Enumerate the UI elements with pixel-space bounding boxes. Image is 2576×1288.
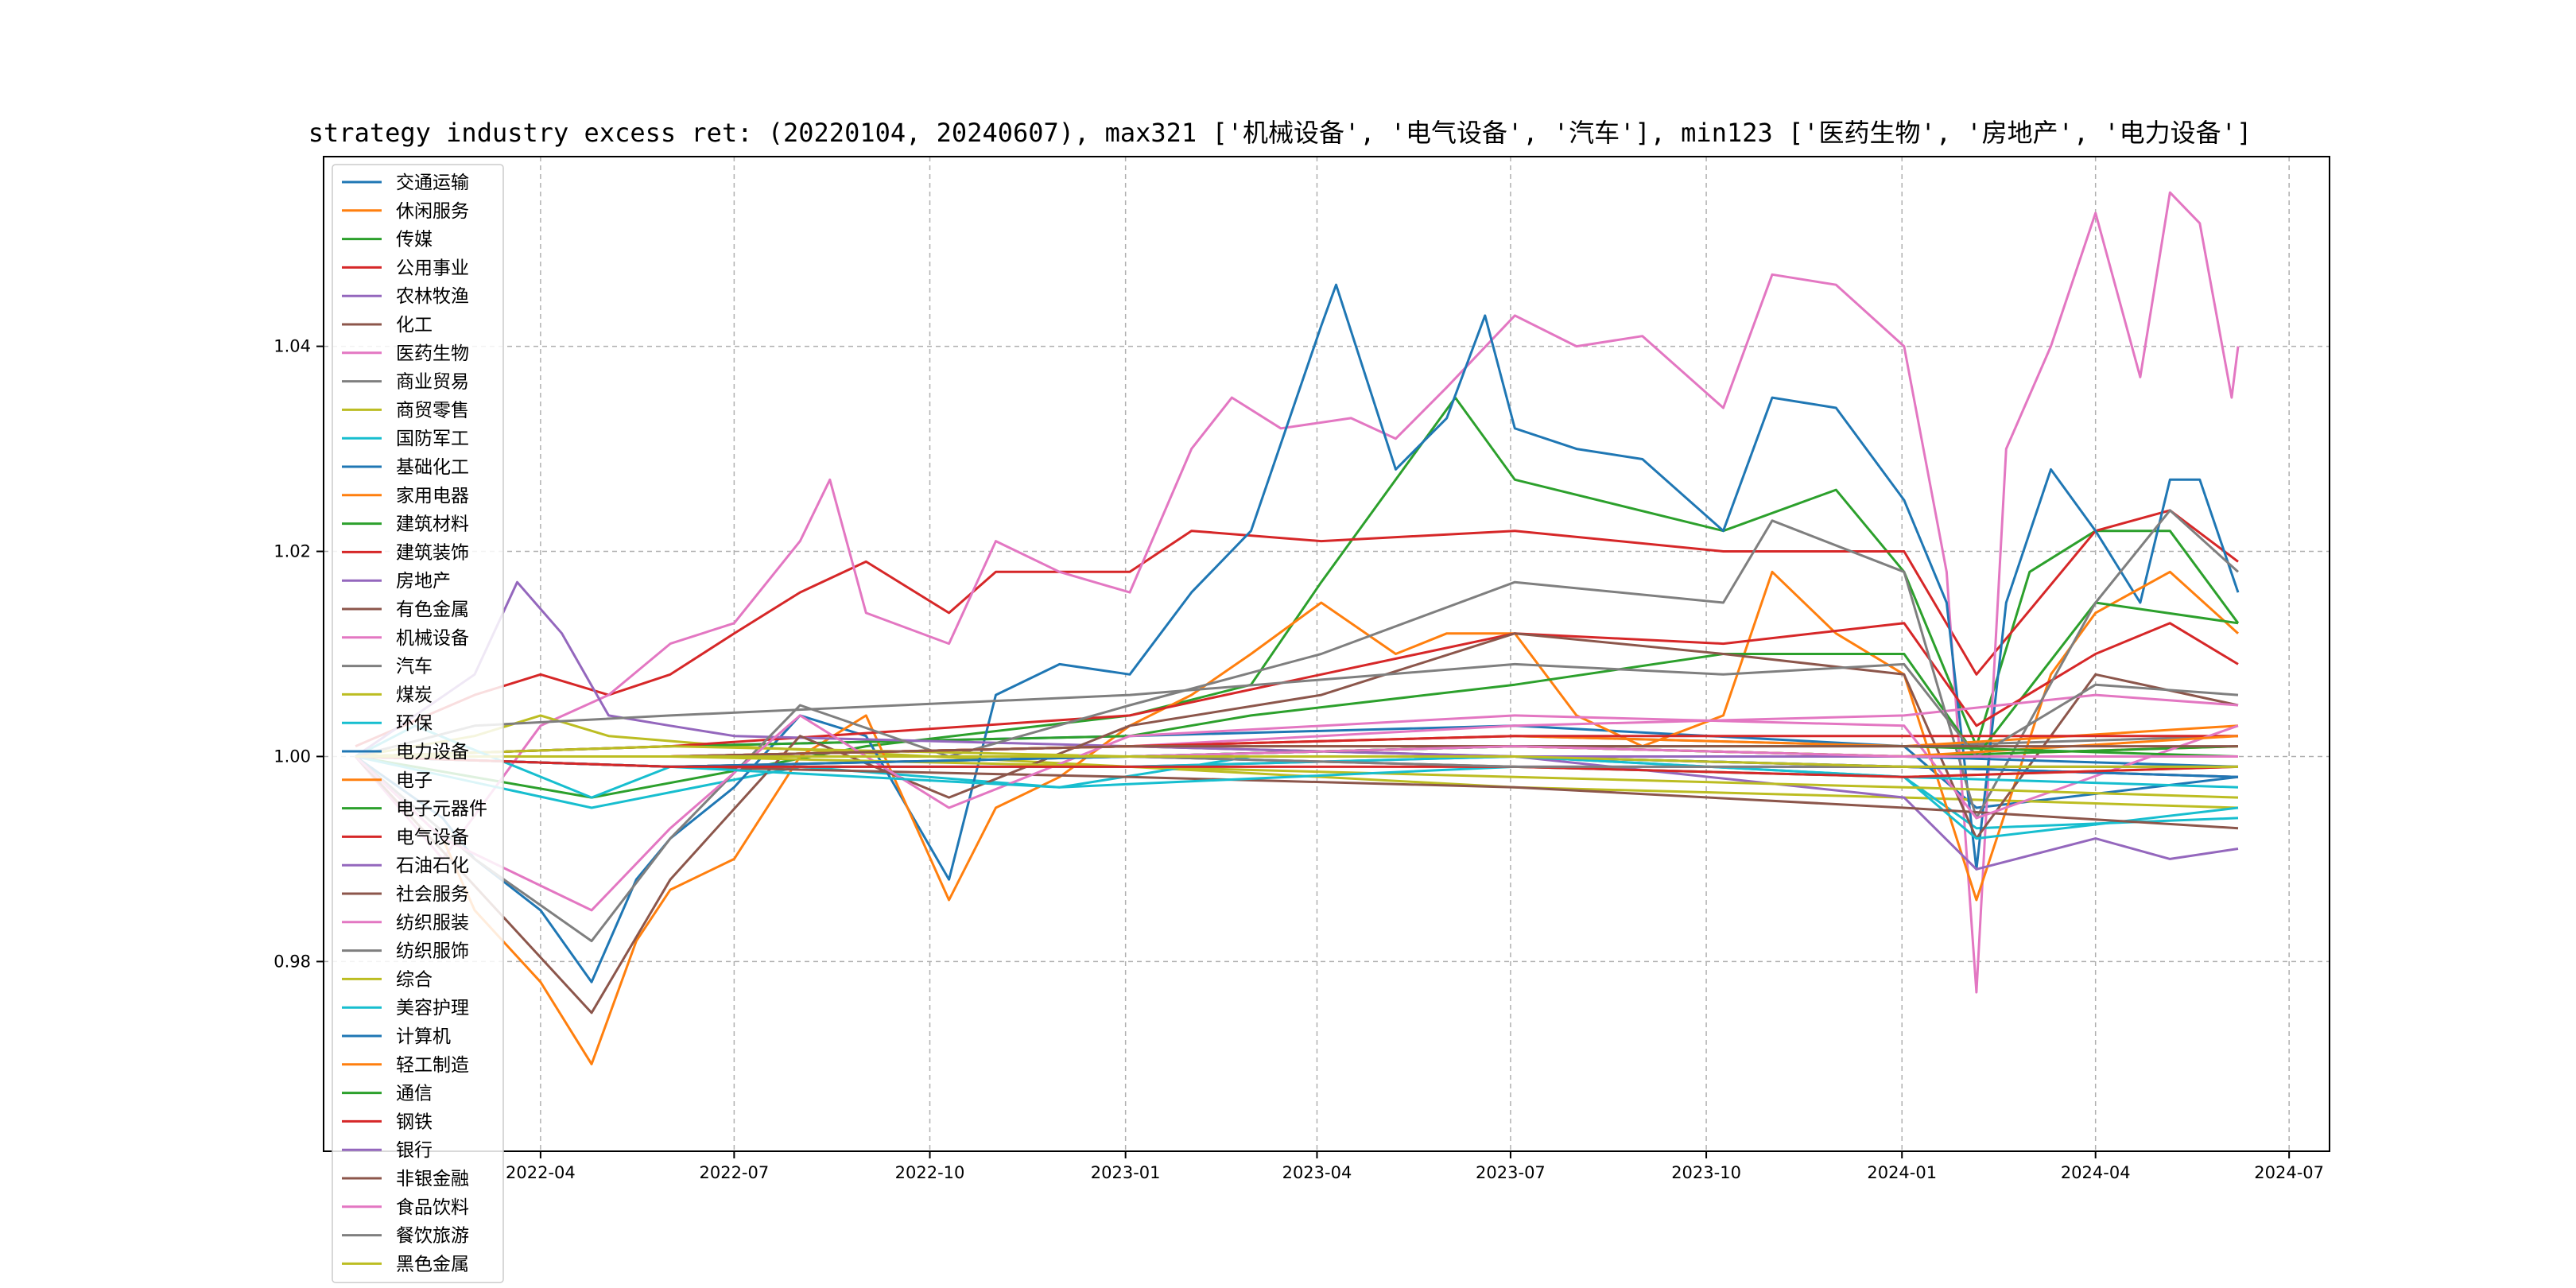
legend-label: 建筑材料 bbox=[396, 514, 469, 535]
x-tick-label: 2022-04 bbox=[506, 1163, 576, 1182]
legend-label: 有色金属 bbox=[396, 599, 469, 620]
chart-title: strategy industry excess ret: (20220104,… bbox=[308, 118, 2252, 148]
legend-label: 商业贸易 bbox=[396, 372, 469, 393]
x-tick-label: 2023-10 bbox=[1671, 1163, 1741, 1182]
series-line-13 bbox=[355, 622, 2239, 758]
x-tick-label: 2022-07 bbox=[699, 1163, 769, 1182]
grid-lines bbox=[324, 157, 2330, 1151]
legend-label: 电子 bbox=[396, 770, 433, 791]
y-tick-label: 1.00 bbox=[274, 747, 311, 766]
plot-frame bbox=[323, 156, 2330, 1152]
legend-label: 轻工制造 bbox=[396, 1055, 469, 1076]
y-tick-label: 0.98 bbox=[274, 952, 311, 971]
y-tick-label: 1.02 bbox=[274, 542, 311, 561]
legend-label: 黑色金属 bbox=[396, 1254, 469, 1274]
legend-label: 电力设备 bbox=[396, 742, 469, 762]
legend: 交通运输休闲服务传媒公用事业农林牧渔化工医药生物商业贸易商贸零售国防军工基础化工… bbox=[332, 164, 504, 1283]
series-line-2 bbox=[355, 396, 2240, 799]
x-tick-label: 2023-07 bbox=[1476, 1163, 1546, 1182]
legend-label: 国防军工 bbox=[396, 429, 469, 449]
y-axis: 0.98 1.00 1.02 1.04 bbox=[274, 337, 324, 971]
x-tick-label: 2022-10 bbox=[895, 1163, 965, 1182]
legend-label: 化工 bbox=[396, 315, 433, 336]
x-tick-label: 2024-01 bbox=[1867, 1163, 1937, 1182]
legend-label: 电气设备 bbox=[396, 827, 469, 848]
legend-label: 美容护理 bbox=[396, 998, 469, 1018]
x-tick-label: 2023-04 bbox=[1282, 1163, 1352, 1182]
legend-label: 食品饮料 bbox=[396, 1197, 469, 1218]
legend-label: 传媒 bbox=[396, 230, 433, 250]
series-line-38 bbox=[355, 755, 2238, 768]
series-line-11 bbox=[355, 570, 2240, 1065]
x-tick-label: 2024-07 bbox=[2254, 1163, 2324, 1182]
series-line-33 bbox=[355, 755, 2239, 778]
y-tick-label: 1.04 bbox=[274, 337, 311, 356]
legend-label: 商贸零售 bbox=[396, 400, 469, 421]
legend-label: 银行 bbox=[396, 1140, 433, 1161]
legend-label: 机械设备 bbox=[396, 628, 469, 649]
legend-label: 农林牧渔 bbox=[396, 286, 469, 307]
legend-label: 房地产 bbox=[396, 571, 451, 592]
legend-label: 通信 bbox=[396, 1084, 433, 1104]
legend-label: 汽车 bbox=[396, 657, 433, 677]
x-tick-label: 2024-04 bbox=[2061, 1163, 2131, 1182]
x-tick-label: 2023-01 bbox=[1091, 1163, 1161, 1182]
legend-label: 纺织服饰 bbox=[396, 941, 469, 962]
legend-label: 煤炭 bbox=[396, 685, 433, 705]
x-axis: 2022-04 2022-07 2022-10 2023-01 2023-04 2023-… bbox=[506, 1151, 2324, 1182]
series-line-10 bbox=[355, 283, 2240, 983]
legend-label: 纺织服装 bbox=[396, 913, 469, 933]
legend-label: 基础化工 bbox=[396, 457, 469, 478]
legend-label: 计算机 bbox=[396, 1026, 451, 1047]
legend-label: 建筑装饰 bbox=[396, 542, 469, 563]
legend-label: 公用事业 bbox=[396, 258, 469, 278]
legend-label: 社会服务 bbox=[396, 884, 469, 905]
legend-label: 钢铁 bbox=[396, 1111, 433, 1132]
legend-label: 综合 bbox=[396, 969, 433, 990]
legend-label: 非银金融 bbox=[396, 1169, 469, 1189]
legend-label: 电子元器件 bbox=[396, 799, 487, 820]
legend-label: 石油石化 bbox=[396, 855, 469, 876]
legend-label: 家用电器 bbox=[396, 486, 469, 506]
series-line-14 bbox=[355, 580, 2239, 871]
legend-label: 休闲服务 bbox=[396, 201, 469, 222]
legend-box bbox=[332, 164, 504, 1283]
series-layer bbox=[354, 191, 2240, 1065]
series-line-27 bbox=[355, 662, 2239, 758]
legend-label: 餐饮旅游 bbox=[396, 1226, 469, 1247]
legend-label: 医药生物 bbox=[396, 343, 469, 364]
legend-label: 交通运输 bbox=[396, 173, 469, 193]
legend-label: 环保 bbox=[396, 713, 433, 734]
series-line-17 bbox=[355, 509, 2240, 943]
series-line-6 bbox=[354, 191, 2240, 994]
